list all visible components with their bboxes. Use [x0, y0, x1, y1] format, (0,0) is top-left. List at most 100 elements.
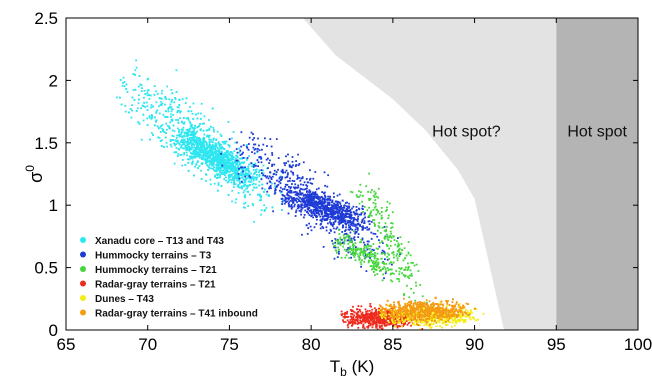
point-4: [430, 311, 433, 314]
point-1: [274, 189, 277, 191]
point-1: [248, 143, 250, 145]
point-2: [345, 254, 348, 257]
point-1: [334, 241, 337, 244]
point-1: [287, 153, 289, 156]
point-0: [226, 181, 229, 184]
point-4: [383, 312, 385, 315]
point-1: [293, 191, 295, 194]
point-1: [348, 228, 351, 231]
point-0: [155, 119, 158, 122]
point-0: [228, 178, 231, 181]
point-0: [261, 183, 264, 186]
point-1: [348, 205, 351, 208]
point-2: [363, 255, 366, 258]
point-1: [307, 195, 310, 198]
point-0: [178, 129, 181, 131]
point-0: [198, 125, 200, 127]
point-0: [234, 183, 237, 185]
point-1: [276, 184, 279, 187]
point-0: [234, 141, 237, 144]
point-4: [458, 315, 461, 318]
region-1: [556, 18, 638, 330]
point-1: [309, 177, 312, 180]
point-0: [203, 140, 206, 143]
point-1: [328, 197, 331, 200]
point-2: [352, 243, 354, 246]
point-0: [193, 139, 196, 142]
point-0: [193, 174, 195, 177]
point-0: [187, 110, 190, 113]
point-0: [235, 198, 238, 201]
point-0: [240, 162, 243, 164]
point-3: [383, 319, 386, 321]
point-2: [377, 258, 380, 261]
point-1: [235, 148, 238, 150]
point-2: [374, 252, 376, 254]
point-1: [315, 188, 318, 191]
point-4: [432, 319, 435, 322]
point-1: [306, 201, 309, 204]
point-3: [351, 321, 353, 324]
point-1: [348, 247, 351, 250]
point-0: [170, 116, 172, 118]
point-0: [204, 150, 207, 152]
point-1: [338, 193, 341, 196]
point-0: [200, 156, 203, 159]
point-0: [236, 154, 239, 157]
point-0: [247, 172, 250, 175]
point-1: [391, 263, 393, 266]
point-1: [267, 167, 269, 169]
point-0: [258, 175, 261, 178]
point-1: [291, 179, 294, 182]
point-1: [250, 162, 253, 165]
point-2: [337, 240, 339, 243]
point-4: [462, 319, 465, 322]
point-0: [223, 178, 226, 181]
point-4: [414, 320, 416, 323]
point-0: [251, 183, 254, 186]
point-0: [208, 146, 211, 148]
point-1: [386, 258, 389, 261]
point-0: [215, 170, 218, 173]
point-1: [288, 201, 291, 203]
point-0: [178, 99, 181, 101]
point-1: [303, 194, 305, 197]
point-1: [344, 230, 346, 232]
point-0: [143, 101, 146, 104]
point-2: [339, 241, 341, 244]
point-0: [231, 168, 234, 171]
point-0: [177, 153, 180, 155]
point-4: [430, 318, 432, 321]
point-0: [252, 179, 255, 182]
point-0: [186, 143, 189, 145]
point-1: [300, 203, 303, 206]
point-0: [230, 174, 232, 177]
point-1: [351, 207, 353, 210]
point-2: [410, 272, 413, 275]
point-1: [327, 195, 329, 198]
point-1: [331, 240, 333, 242]
point-4: [417, 319, 420, 321]
point-1: [356, 213, 359, 216]
point-4: [455, 320, 458, 323]
point-0: [149, 138, 151, 141]
point-3: [385, 318, 388, 320]
point-3: [369, 324, 372, 327]
point-2: [396, 257, 399, 260]
point-0: [146, 117, 149, 120]
point-0: [223, 161, 225, 164]
point-1: [283, 188, 286, 190]
point-4: [428, 325, 431, 328]
point-1: [260, 161, 263, 164]
point-0: [165, 116, 168, 119]
point-0: [191, 157, 194, 160]
point-4: [384, 317, 387, 319]
point-1: [339, 220, 341, 223]
point-4: [433, 311, 435, 313]
point-0: [186, 137, 189, 140]
point-1: [244, 175, 247, 178]
point-2: [363, 251, 366, 254]
point-0: [135, 59, 137, 62]
point-1: [252, 133, 254, 135]
point-0: [205, 163, 208, 166]
